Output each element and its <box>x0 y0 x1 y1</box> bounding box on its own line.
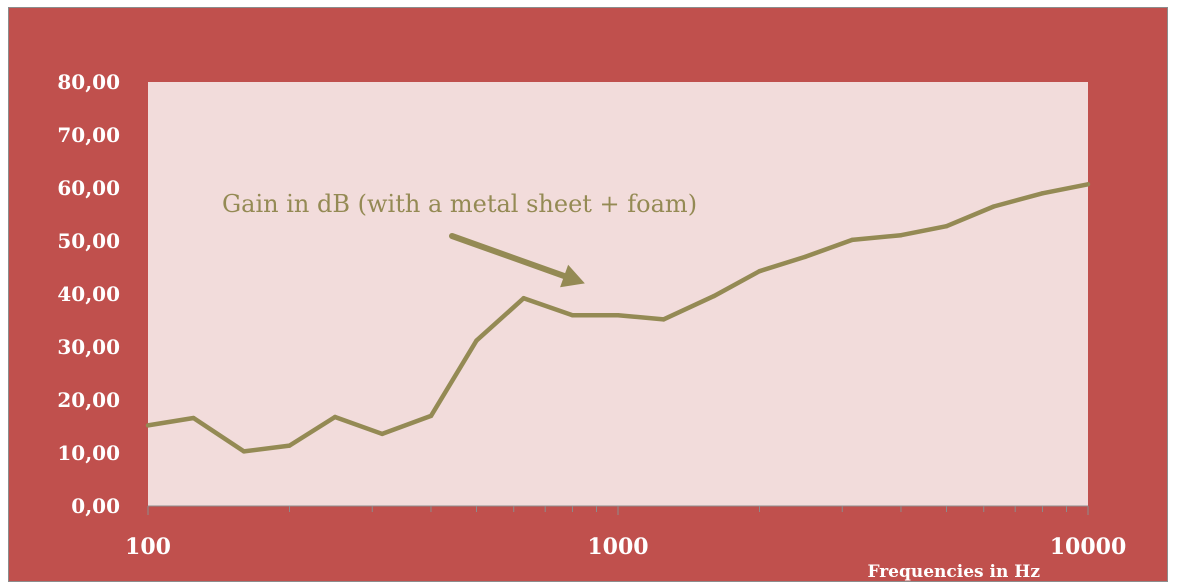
data-point <box>145 423 151 428</box>
data-point <box>570 313 575 318</box>
y-tick-label: 20,00 <box>57 388 120 412</box>
data-point <box>711 293 717 299</box>
y-tick-label: 60,00 <box>57 176 120 200</box>
plot-area <box>148 82 1088 506</box>
annotation-label: Gain in dB (with a metal sheet + foam) <box>222 190 697 218</box>
data-point <box>615 313 621 318</box>
x-axis-title: Frequencies in Hz <box>867 562 1040 582</box>
x-tick-label: 10000 <box>1050 534 1127 560</box>
data-point <box>521 296 526 301</box>
y-tick-label: 80,00 <box>57 70 120 94</box>
data-point <box>474 338 479 343</box>
y-axis-tick-labels: 0,00 10,00 20,00 30,00 40,00 50,00 60,00 70,00 8… <box>57 70 120 518</box>
data-point <box>1085 182 1091 187</box>
data-point <box>850 237 855 243</box>
y-tick-label: 30,00 <box>57 335 120 359</box>
data-point <box>191 415 196 421</box>
data-point <box>944 223 949 229</box>
y-tick-label: 50,00 <box>57 229 120 253</box>
data-point <box>428 413 434 419</box>
y-tick-label: 10,00 <box>57 441 120 465</box>
x-axis-ticks <box>147 506 1089 515</box>
data-point <box>380 431 385 437</box>
data-point <box>661 317 666 322</box>
data-point <box>757 269 762 274</box>
x-tick-label: 100 <box>125 534 171 560</box>
data-point <box>332 414 338 420</box>
annotation-arrow <box>449 233 585 288</box>
x-tick-label: 1000 <box>587 534 648 560</box>
data-point <box>241 449 247 454</box>
x-axis-tick-labels: 100 1000 10000 <box>125 534 1126 560</box>
series-points <box>145 182 1091 454</box>
data-point <box>802 254 808 260</box>
data-point <box>1040 191 1045 196</box>
data-point <box>898 232 904 238</box>
y-tick-label: 70,00 <box>57 123 120 147</box>
data-point <box>991 204 996 209</box>
y-tick-label: 0,00 <box>71 494 120 518</box>
data-point <box>287 443 292 448</box>
y-tick-label: 40,00 <box>57 282 120 306</box>
